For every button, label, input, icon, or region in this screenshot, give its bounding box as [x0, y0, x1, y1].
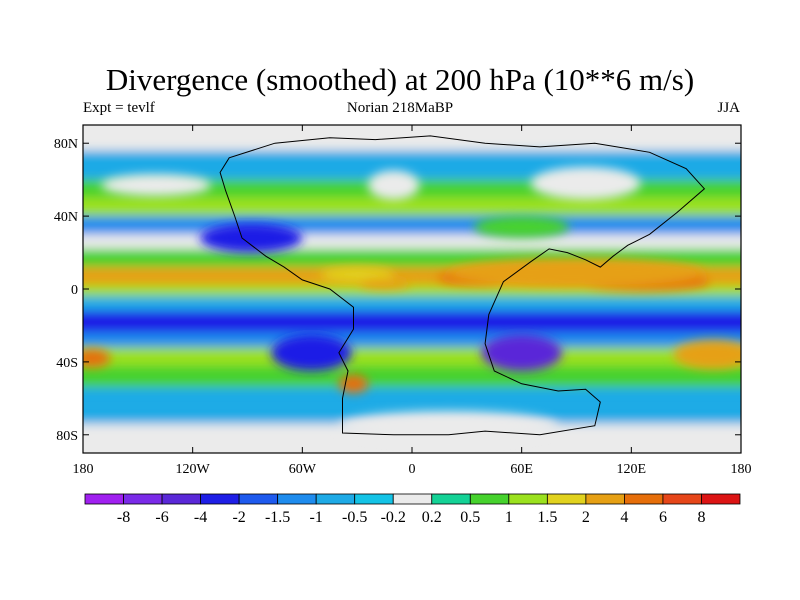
x-tick-label: 180	[73, 462, 94, 477]
x-tick-label: 60E	[510, 462, 533, 477]
colorbar-label: 0.2	[422, 509, 442, 526]
y-tick-label: 80N	[54, 137, 78, 152]
feature-2	[448, 258, 705, 288]
colorbar-label: -0.5	[342, 509, 367, 526]
colorbar: -8 -6 -4 -2 -1.5 -1 -0.5 -0.2 0.2 0.5 1 1.5 2 4 6 8	[84, 493, 741, 526]
band-13	[83, 365, 741, 388]
feature-8	[338, 374, 369, 393]
colorbar-swatch	[200, 493, 240, 505]
period-label: Norian 218MaBP	[346, 100, 454, 116]
feature-14	[338, 411, 559, 441]
feature-13	[101, 174, 211, 197]
feature-11	[368, 170, 420, 200]
colorbar-label: 4	[620, 509, 628, 526]
colorbar-swatch	[431, 493, 471, 505]
feature-7	[271, 334, 352, 371]
feature-4	[320, 267, 394, 282]
x-tick-label: 60W	[289, 462, 317, 477]
colorbar-label: -8	[117, 509, 130, 526]
colorbar-swatch	[508, 493, 548, 505]
band-4	[83, 216, 741, 235]
feature-15	[474, 216, 570, 238]
x-tick-label: 120W	[176, 462, 211, 477]
colorbar-label: -1.5	[265, 509, 290, 526]
colorbar-label: 1	[505, 509, 513, 526]
y-tick-label: 40S	[56, 356, 78, 371]
colorbar-swatch	[354, 493, 394, 505]
experiment-label: Expt = tevlf	[83, 100, 155, 116]
colorbar-label: 8	[697, 509, 705, 526]
colorbar-swatch	[662, 493, 702, 505]
x-tick-label: 120E	[617, 462, 647, 477]
divergence-features	[83, 166, 741, 441]
feature-12	[530, 166, 641, 200]
feature-9	[673, 340, 741, 370]
colorbar-swatch	[624, 493, 664, 505]
y-axis: 80N 40N 0 40S 80S	[54, 137, 741, 444]
band-8	[83, 285, 741, 297]
x-axis: 180 120W 60W 0 60E 120E 180	[73, 125, 752, 477]
feature-5	[358, 278, 411, 289]
feature-6	[481, 334, 562, 371]
colorbar-label: 1.5	[537, 509, 557, 526]
season-label: JJA	[717, 100, 740, 116]
y-tick-label: 0	[71, 283, 78, 298]
x-tick-label: 180	[731, 462, 752, 477]
colorbar-label: -4	[194, 509, 207, 526]
colorbar-swatch	[392, 493, 433, 505]
colorbar-label: 6	[659, 509, 667, 526]
band-5	[83, 234, 741, 249]
band-9	[83, 296, 741, 311]
colorbar-label: -1	[310, 509, 323, 526]
band-14	[83, 387, 741, 406]
band-10	[83, 310, 741, 333]
colorbar-label: 2	[582, 509, 590, 526]
colorbar-swatch	[238, 493, 279, 505]
colorbar-swatch	[277, 493, 317, 505]
colorbar-swatch	[161, 493, 201, 505]
colorbar-swatch	[546, 493, 587, 505]
continent-outline	[219, 135, 706, 436]
x-tick-label: 0	[409, 462, 416, 477]
colorbar-label: -6	[155, 509, 168, 526]
feature-10	[83, 349, 111, 368]
colorbar-swatch	[469, 493, 510, 505]
colorbar-swatch	[585, 493, 625, 505]
band-12	[83, 347, 741, 366]
colorbar-swatch	[84, 493, 124, 505]
band-11	[83, 332, 741, 348]
colorbar-label: -2	[232, 509, 245, 526]
colorbar-swatch	[315, 493, 356, 505]
y-tick-label: 80S	[56, 429, 78, 444]
map-area	[83, 125, 741, 453]
feature-3	[199, 223, 303, 253]
colorbar-label: 0.5	[460, 509, 480, 526]
colorbar-swatch	[123, 493, 163, 505]
y-tick-label: 40N	[54, 210, 78, 225]
colorbar-swatch	[701, 493, 741, 505]
colorbar-label: -0.2	[381, 509, 406, 526]
band-3	[83, 197, 741, 217]
chart-title: Divergence (smoothed) at 200 hPa (10**6 …	[105, 62, 695, 97]
